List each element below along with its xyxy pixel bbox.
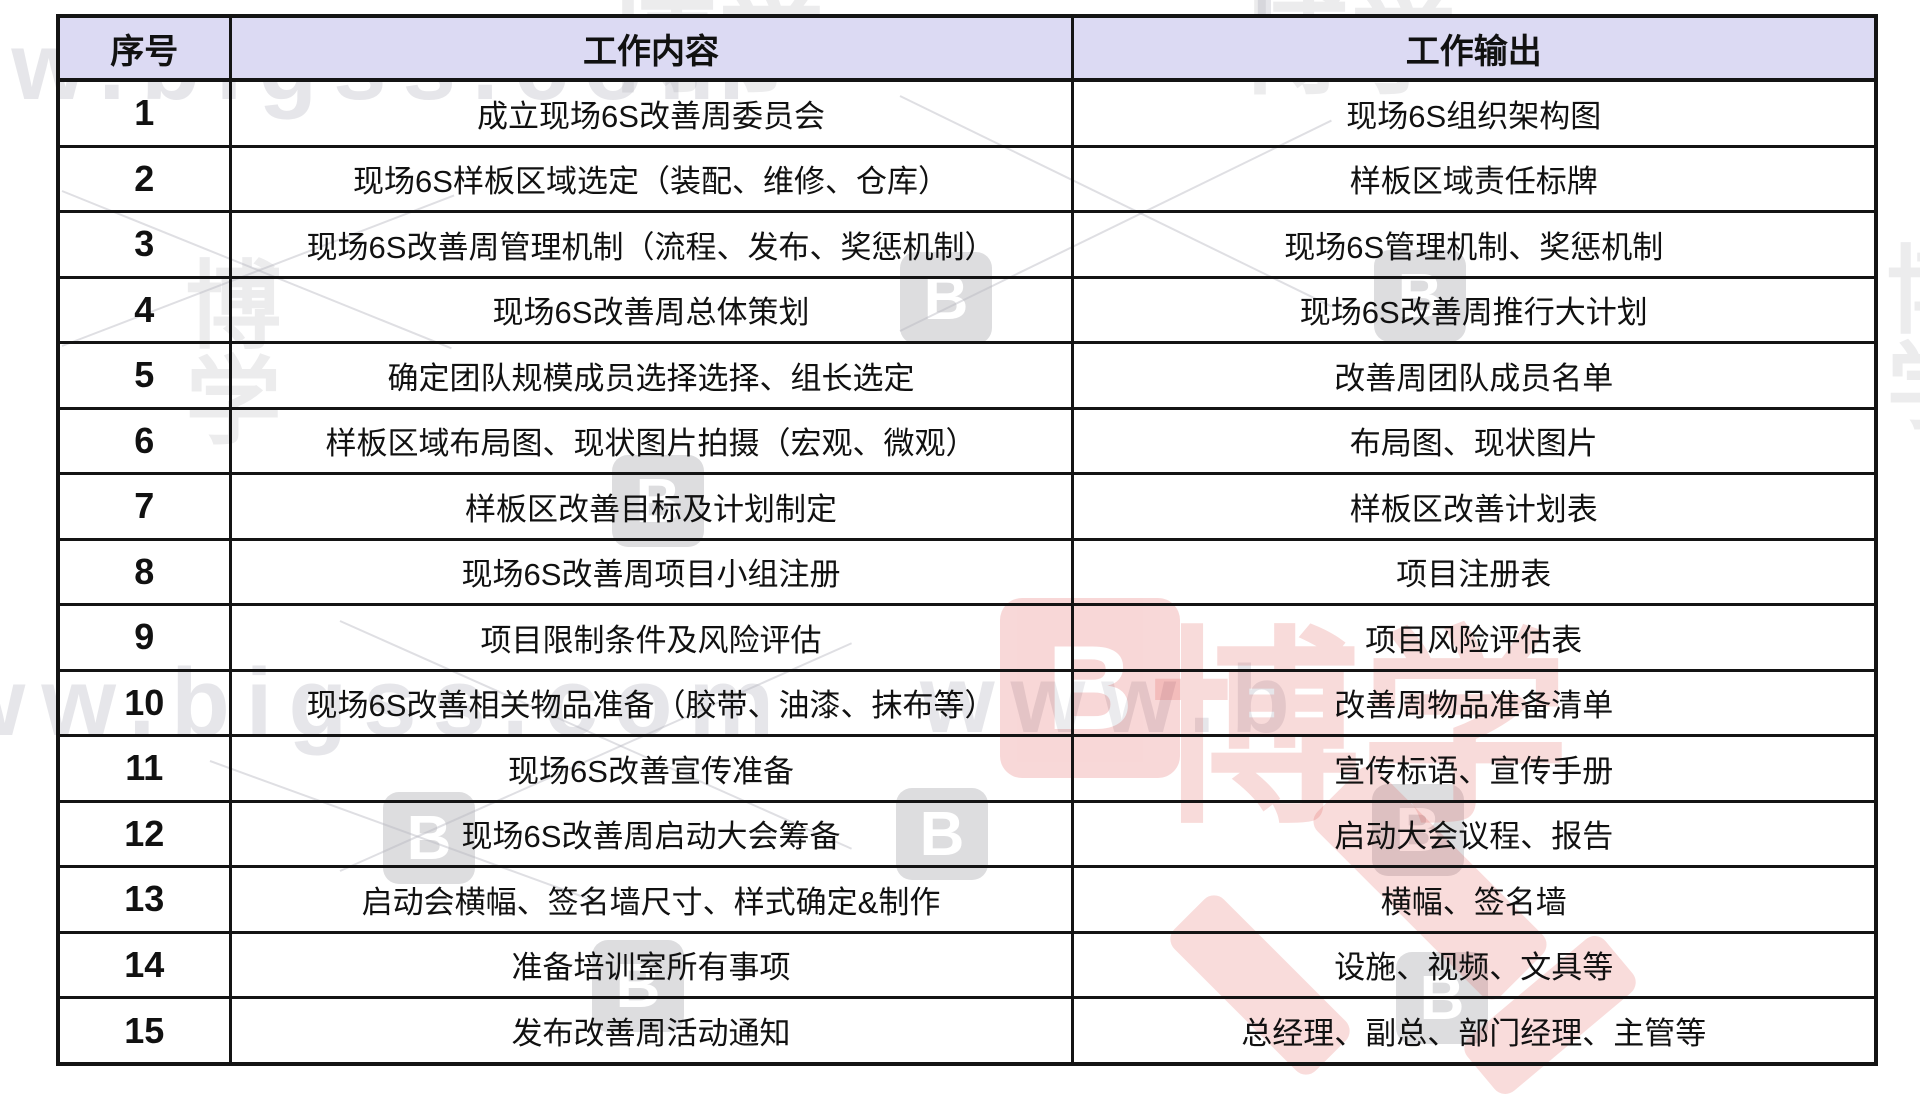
cell-content: 准备培训室所有事项 <box>228 930 1074 1000</box>
cell-number: 7 <box>56 472 232 541</box>
cell-number: 5 <box>56 341 232 410</box>
cell-content: 发布改善周活动通知 <box>228 996 1074 1067</box>
cell-number: 15 <box>56 996 232 1067</box>
work-plan-table: 序号 工作内容 工作输出 1 成立现场6S改善周委员会 现场6S组织架构图 2 现场6S… <box>56 14 1878 1067</box>
cell-content: 现场6S改善周总体策划 <box>228 275 1074 345</box>
cell-output: 改善周团队成员名单 <box>1070 341 1878 410</box>
cell-content: 现场6S改善宣传准备 <box>228 734 1074 803</box>
cell-number: 9 <box>56 603 232 672</box>
table-row: 3 现场6S改善周管理机制（流程、发布、奖惩机制） 现场6S管理机制、奖惩机制 <box>56 210 1878 279</box>
table-row: 4 现场6S改善周总体策划 现场6S改善周推行大计划 <box>56 275 1878 345</box>
col-header-output: 工作输出 <box>1070 14 1878 82</box>
table-row: 10 现场6S改善相关物品准备（胶带、油漆、抹布等） 改善周物品准备清单 <box>56 668 1878 738</box>
cell-content: 项目限制条件及风险评估 <box>228 603 1074 672</box>
cell-content: 现场6S样板区域选定（装配、维修、仓库） <box>228 144 1074 214</box>
table-row: 5 确定团队规模成员选择选择、组长选定 改善周团队成员名单 <box>56 341 1878 410</box>
cell-output: 改善周物品准备清单 <box>1070 668 1878 738</box>
table-row: 6 样板区域布局图、现状图片拍摄（宏观、微观） 布局图、现状图片 <box>56 406 1878 476</box>
cell-output: 样板区改善计划表 <box>1070 472 1878 541</box>
cell-output: 布局图、现状图片 <box>1070 406 1878 476</box>
table-row: 2 现场6S样板区域选定（装配、维修、仓库） 样板区域责任标牌 <box>56 144 1878 214</box>
table-row: 15 发布改善周活动通知 总经理、副总、部门经理、主管等 <box>56 996 1878 1067</box>
cell-output: 项目风险评估表 <box>1070 603 1878 672</box>
cell-output: 启动大会议程、报告 <box>1070 799 1878 869</box>
cell-output: 现场6S组织架构图 <box>1070 78 1878 148</box>
table-row: 9 项目限制条件及风险评估 项目风险评估表 <box>56 603 1878 672</box>
cell-number: 14 <box>56 930 232 1000</box>
cell-content: 确定团队规模成员选择选择、组长选定 <box>228 341 1074 410</box>
cell-number: 6 <box>56 406 232 476</box>
cell-output: 宣传标语、宣传手册 <box>1070 734 1878 803</box>
table-row: 13 启动会横幅、签名墙尺寸、样式确定&制作 横幅、签名墙 <box>56 865 1878 934</box>
cell-number: 11 <box>56 734 232 803</box>
cell-number: 4 <box>56 275 232 345</box>
cell-number: 2 <box>56 144 232 214</box>
cell-content: 现场6S改善周管理机制（流程、发布、奖惩机制） <box>228 210 1074 279</box>
table-header-row: 序号 工作内容 工作输出 <box>56 14 1878 82</box>
col-header-number: 序号 <box>56 14 232 82</box>
table-row: 1 成立现场6S改善周委员会 现场6S组织架构图 <box>56 78 1878 148</box>
table-row: 7 样板区改善目标及计划制定 样板区改善计划表 <box>56 472 1878 541</box>
table-row: 14 准备培训室所有事项 设施、视频、文具等 <box>56 930 1878 1000</box>
col-header-content: 工作内容 <box>228 14 1074 82</box>
cell-content: 启动会横幅、签名墙尺寸、样式确定&制作 <box>228 865 1074 934</box>
cell-output: 横幅、签名墙 <box>1070 865 1878 934</box>
cell-content: 样板区改善目标及计划制定 <box>228 472 1074 541</box>
table-body: 1 成立现场6S改善周委员会 现场6S组织架构图 2 现场6S样板区域选定（装配、维修、… <box>56 78 1878 1067</box>
table-row: 11 现场6S改善宣传准备 宣传标语、宣传手册 <box>56 734 1878 803</box>
cell-number: 12 <box>56 799 232 869</box>
cell-output: 设施、视频、文具等 <box>1070 930 1878 1000</box>
cell-number: 1 <box>56 78 232 148</box>
cell-output: 总经理、副总、部门经理、主管等 <box>1070 996 1878 1067</box>
cell-output: 现场6S管理机制、奖惩机制 <box>1070 210 1878 279</box>
table-header-row: 序号 工作内容 工作输出 <box>56 14 1878 82</box>
table-row: 8 现场6S改善周项目小组注册 项目注册表 <box>56 537 1878 607</box>
cell-content: 现场6S改善相关物品准备（胶带、油漆、抹布等） <box>228 668 1074 738</box>
cell-number: 13 <box>56 865 232 934</box>
cell-content: 成立现场6S改善周委员会 <box>228 78 1074 148</box>
cell-output: 样板区域责任标牌 <box>1070 144 1878 214</box>
cell-content: 现场6S改善周项目小组注册 <box>228 537 1074 607</box>
cell-content: 现场6S改善周启动大会筹备 <box>228 799 1074 869</box>
cell-output: 项目注册表 <box>1070 537 1878 607</box>
cell-output: 现场6S改善周推行大计划 <box>1070 275 1878 345</box>
table-row: 12 现场6S改善周启动大会筹备 启动大会议程、报告 <box>56 799 1878 869</box>
cell-number: 3 <box>56 210 232 279</box>
cell-number: 10 <box>56 668 232 738</box>
cell-number: 8 <box>56 537 232 607</box>
cell-content: 样板区域布局图、现状图片拍摄（宏观、微观） <box>228 406 1074 476</box>
